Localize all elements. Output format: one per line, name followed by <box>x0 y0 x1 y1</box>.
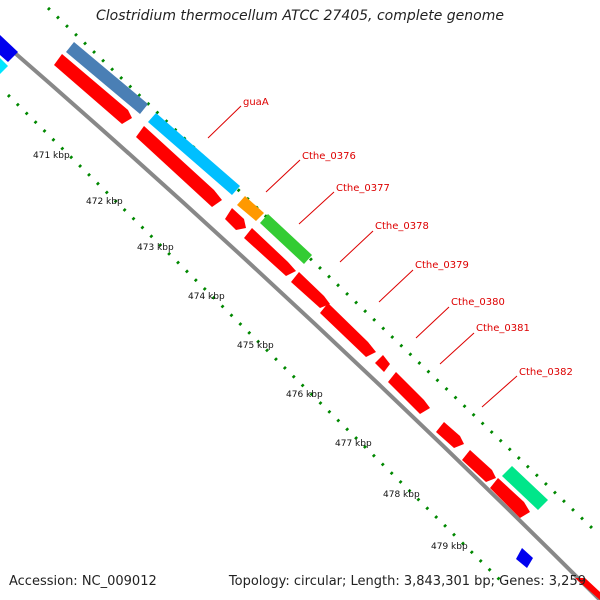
accession-text: Accession: NC_009012 <box>9 574 157 589</box>
edge-features <box>0 35 600 600</box>
gene-feature[interactable] <box>136 126 222 207</box>
outer-dotted-track <box>46 6 594 530</box>
gene-label[interactable]: guaA <box>243 97 269 108</box>
genome-stats-text: Topology: circular; Length: 3,843,301 bp… <box>228 574 586 589</box>
label-leaders <box>207 105 518 408</box>
tick-label: 476 kbp <box>286 390 323 400</box>
gene-feature[interactable] <box>225 208 246 230</box>
gene-feature[interactable] <box>260 214 312 264</box>
gene-feature[interactable] <box>291 272 330 308</box>
gene-feature[interactable] <box>490 478 530 518</box>
tick-labels: 471 kbp 472 kbp 473 kbp 474 kbp 475 kbp … <box>33 151 468 552</box>
tick-label: 473 kbp <box>137 243 174 253</box>
gene-labels: guaA Cthe_0376 Cthe_0377 Cthe_0378 Cthe_… <box>243 97 573 378</box>
tick-label: 475 kbp <box>237 341 274 351</box>
tick-label: 477 kbp <box>335 439 372 449</box>
gene-feature[interactable] <box>244 228 296 276</box>
dotted-track-line <box>6 93 502 582</box>
gene-feature[interactable] <box>462 450 496 482</box>
leader-line <box>481 375 518 408</box>
map-title: Clostridium thermocellum ATCC 27405, com… <box>96 8 504 24</box>
cds-track <box>54 54 530 518</box>
gene-feature[interactable] <box>237 196 264 221</box>
leader-line <box>339 230 374 263</box>
gene-label[interactable]: Cthe_0381 <box>476 323 530 334</box>
tick-label: 478 kbp <box>383 490 420 500</box>
leader-line <box>378 269 414 303</box>
inner-dotted-track <box>6 93 502 582</box>
gene-feature[interactable] <box>54 54 132 124</box>
gene-feature[interactable] <box>388 372 430 414</box>
gene-feature[interactable] <box>0 35 18 62</box>
tick-label: 479 kbp <box>431 542 468 552</box>
gene-feature[interactable] <box>320 303 376 357</box>
gene-label[interactable]: Cthe_0379 <box>415 260 469 271</box>
dotted-track-line <box>46 6 594 530</box>
leader-line <box>415 306 450 339</box>
leader-line <box>439 332 475 365</box>
cog-track <box>66 42 548 510</box>
gene-label[interactable]: Cthe_0377 <box>336 183 390 194</box>
tick-label: 474 kbp <box>188 292 225 302</box>
gene-feature[interactable] <box>375 355 390 372</box>
gene-label[interactable]: Cthe_0378 <box>375 221 429 232</box>
leader-line <box>265 159 301 193</box>
gene-label[interactable]: Cthe_0382 <box>519 367 573 378</box>
leader-line <box>298 191 335 225</box>
gene-feature[interactable] <box>516 548 533 568</box>
gene-feature[interactable] <box>66 42 148 114</box>
gene-feature[interactable] <box>575 578 600 600</box>
gene-feature[interactable] <box>436 422 464 448</box>
tick-label: 472 kbp <box>86 197 123 207</box>
gene-feature[interactable] <box>502 466 548 510</box>
gene-feature[interactable] <box>148 113 240 195</box>
gene-feature[interactable] <box>0 58 8 74</box>
tick-label: 471 kbp <box>33 151 70 161</box>
gene-label[interactable]: Cthe_0376 <box>302 151 356 162</box>
gene-label[interactable]: Cthe_0380 <box>451 297 505 308</box>
leader-line <box>207 105 242 139</box>
genome-backbone <box>0 38 600 600</box>
